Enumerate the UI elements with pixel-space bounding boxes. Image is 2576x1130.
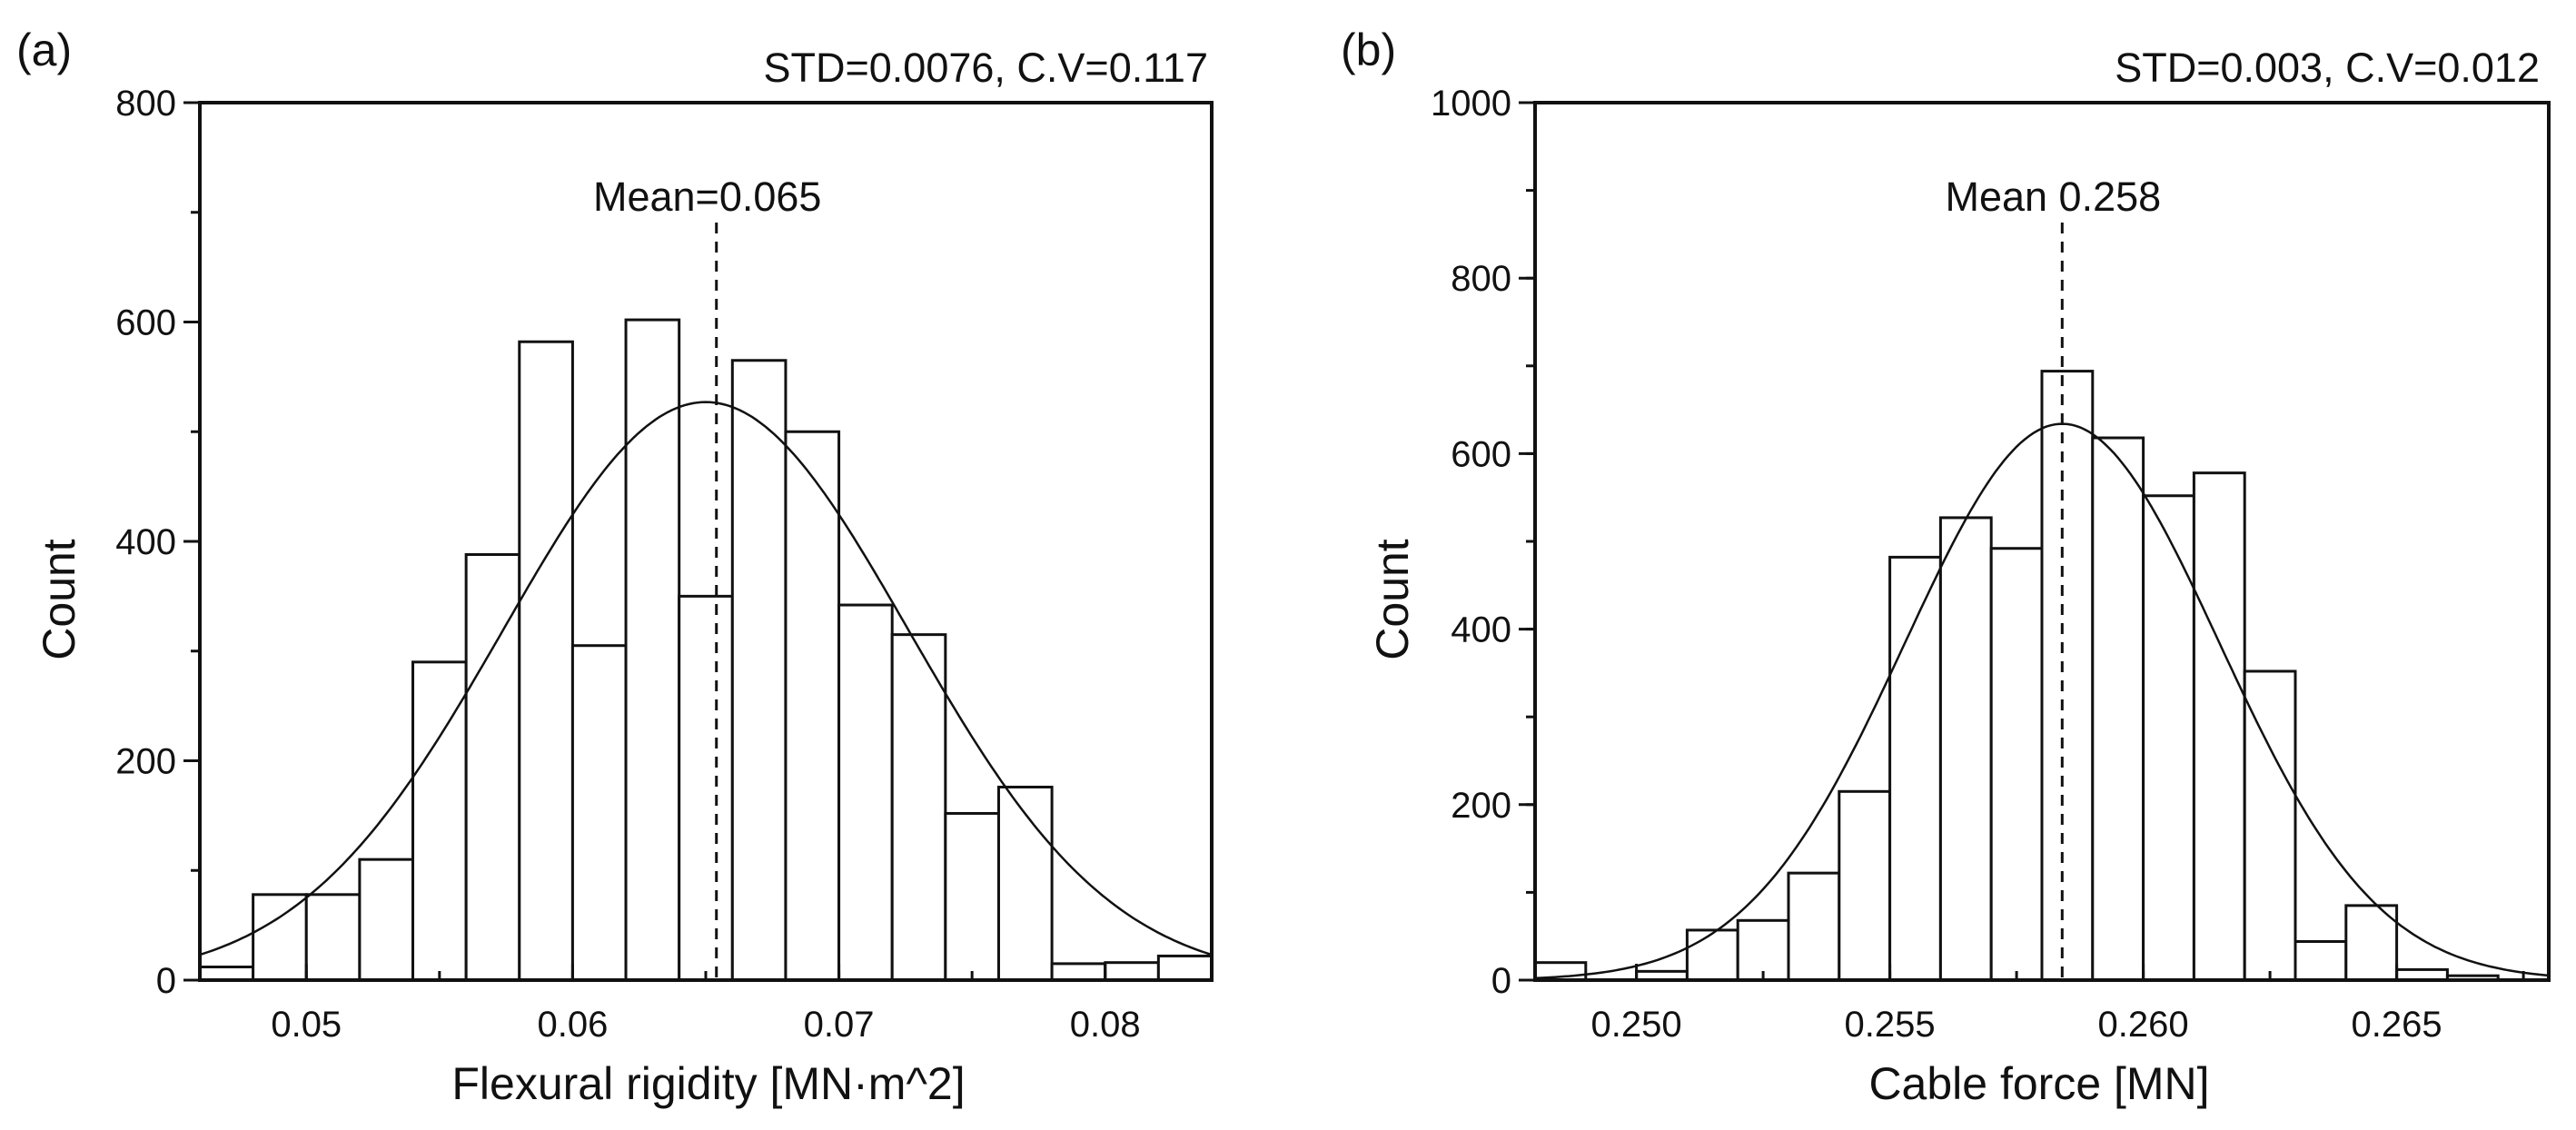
histogram-bar <box>624 318 681 982</box>
normal-fit-curve-a <box>199 401 1213 957</box>
x-tick-label: 0.07 <box>804 1005 875 1045</box>
histogram-bar <box>252 893 308 982</box>
x-tick-label: 0.250 <box>1591 1005 1682 1045</box>
y-tick-label: 800 <box>1451 259 1511 299</box>
x-axis-b: 0.250 0.255 0.260 0.265 <box>1591 964 2525 1045</box>
y-tick-label: 1000 <box>1431 84 1511 124</box>
histogram-bar <box>198 966 255 982</box>
panel-label-b: (b) <box>1341 25 1396 75</box>
histogram-bar <box>944 811 1000 982</box>
histogram-bar <box>996 785 1054 982</box>
y-tick-label: 800 <box>115 84 176 124</box>
y-tick-label: 200 <box>1451 786 1511 826</box>
normal-fit-curve-b <box>1534 422 2550 980</box>
histogram-bar <box>1787 871 1841 982</box>
stat-text-b: STD=0.003, C.V=0.012 <box>2115 45 2540 91</box>
histogram-bar <box>2091 436 2145 982</box>
panel-label-a: (a) <box>16 25 72 75</box>
x-tick-label: 0.255 <box>1845 1005 1936 1045</box>
y-tick-label: 600 <box>115 303 176 343</box>
stat-text-a: STD=0.0076, C.V=0.117 <box>764 45 1209 91</box>
y-tick-label: 200 <box>115 742 176 782</box>
histogram-bar <box>1938 516 1993 982</box>
histogram-bar <box>464 552 521 982</box>
bars-a <box>198 318 1214 982</box>
histogram-bar <box>1050 962 1107 982</box>
histogram-bar <box>2243 669 2297 982</box>
y-axis-b: 0 200 400 600 800 1000 <box>1431 84 1535 1001</box>
histogram-bar <box>1736 918 1790 982</box>
histogram-bar <box>678 594 734 982</box>
histogram-bar <box>2192 471 2246 982</box>
x-tick-label: 0.265 <box>2352 1005 2442 1045</box>
histogram-bar <box>2040 370 2095 982</box>
bars-b <box>1533 370 2500 982</box>
histogram-bar <box>784 430 841 982</box>
y-tick-label: 0 <box>1491 961 1511 1001</box>
y-tick-label: 0 <box>156 961 176 1001</box>
histogram-bar <box>518 340 574 982</box>
y-tick-label: 400 <box>115 522 176 562</box>
histogram-bar <box>1104 961 1160 982</box>
histogram-bar <box>570 644 628 982</box>
histogram-bar <box>2294 939 2348 982</box>
y-axis-title-a: Count <box>34 539 84 660</box>
histogram-bar <box>730 359 788 982</box>
histogram-bar <box>890 633 947 982</box>
y-tick-label: 600 <box>1451 434 1511 474</box>
x-tick-label: 0.05 <box>271 1005 342 1045</box>
mean-label-b: Mean 0.258 <box>1945 173 2161 220</box>
x-axis-title-b: Cable force [MN] <box>1868 1058 2209 1109</box>
histogram-bar <box>1838 789 1892 982</box>
x-tick-label: 0.08 <box>1070 1005 1141 1045</box>
histogram-bar <box>2142 494 2195 982</box>
histogram-panel-b: (b) STD=0.003, C.V=0.012 Mean 0.258 0.25… <box>1341 25 2551 1109</box>
histogram-bar <box>1989 547 2044 982</box>
x-axis-title-a: Flexural rigidity [MN·m^2] <box>451 1058 965 1109</box>
x-tick-label: 0.260 <box>2098 1005 2189 1045</box>
histogram-bar <box>837 603 894 982</box>
y-tick-label: 400 <box>1451 610 1511 650</box>
x-tick-label: 0.06 <box>537 1005 608 1045</box>
y-axis-a: 0 200 400 600 800 <box>115 84 200 1001</box>
histogram-bar <box>1685 928 1739 982</box>
histogram-bar <box>2344 904 2399 982</box>
histogram-bar <box>1156 954 1214 982</box>
histogram-bar <box>411 660 468 982</box>
mean-label-a: Mean=0.065 <box>593 173 821 220</box>
histogram-panel-a: (a) STD=0.0076, C.V=0.117 Mean=0.065 0.0… <box>16 25 1214 1109</box>
histogram-bar <box>358 857 415 982</box>
x-axis-a: 0.05 0.06 0.07 0.08 <box>271 964 1141 1045</box>
y-axis-title-b: Count <box>1367 539 1418 660</box>
histogram-bar <box>304 893 362 982</box>
